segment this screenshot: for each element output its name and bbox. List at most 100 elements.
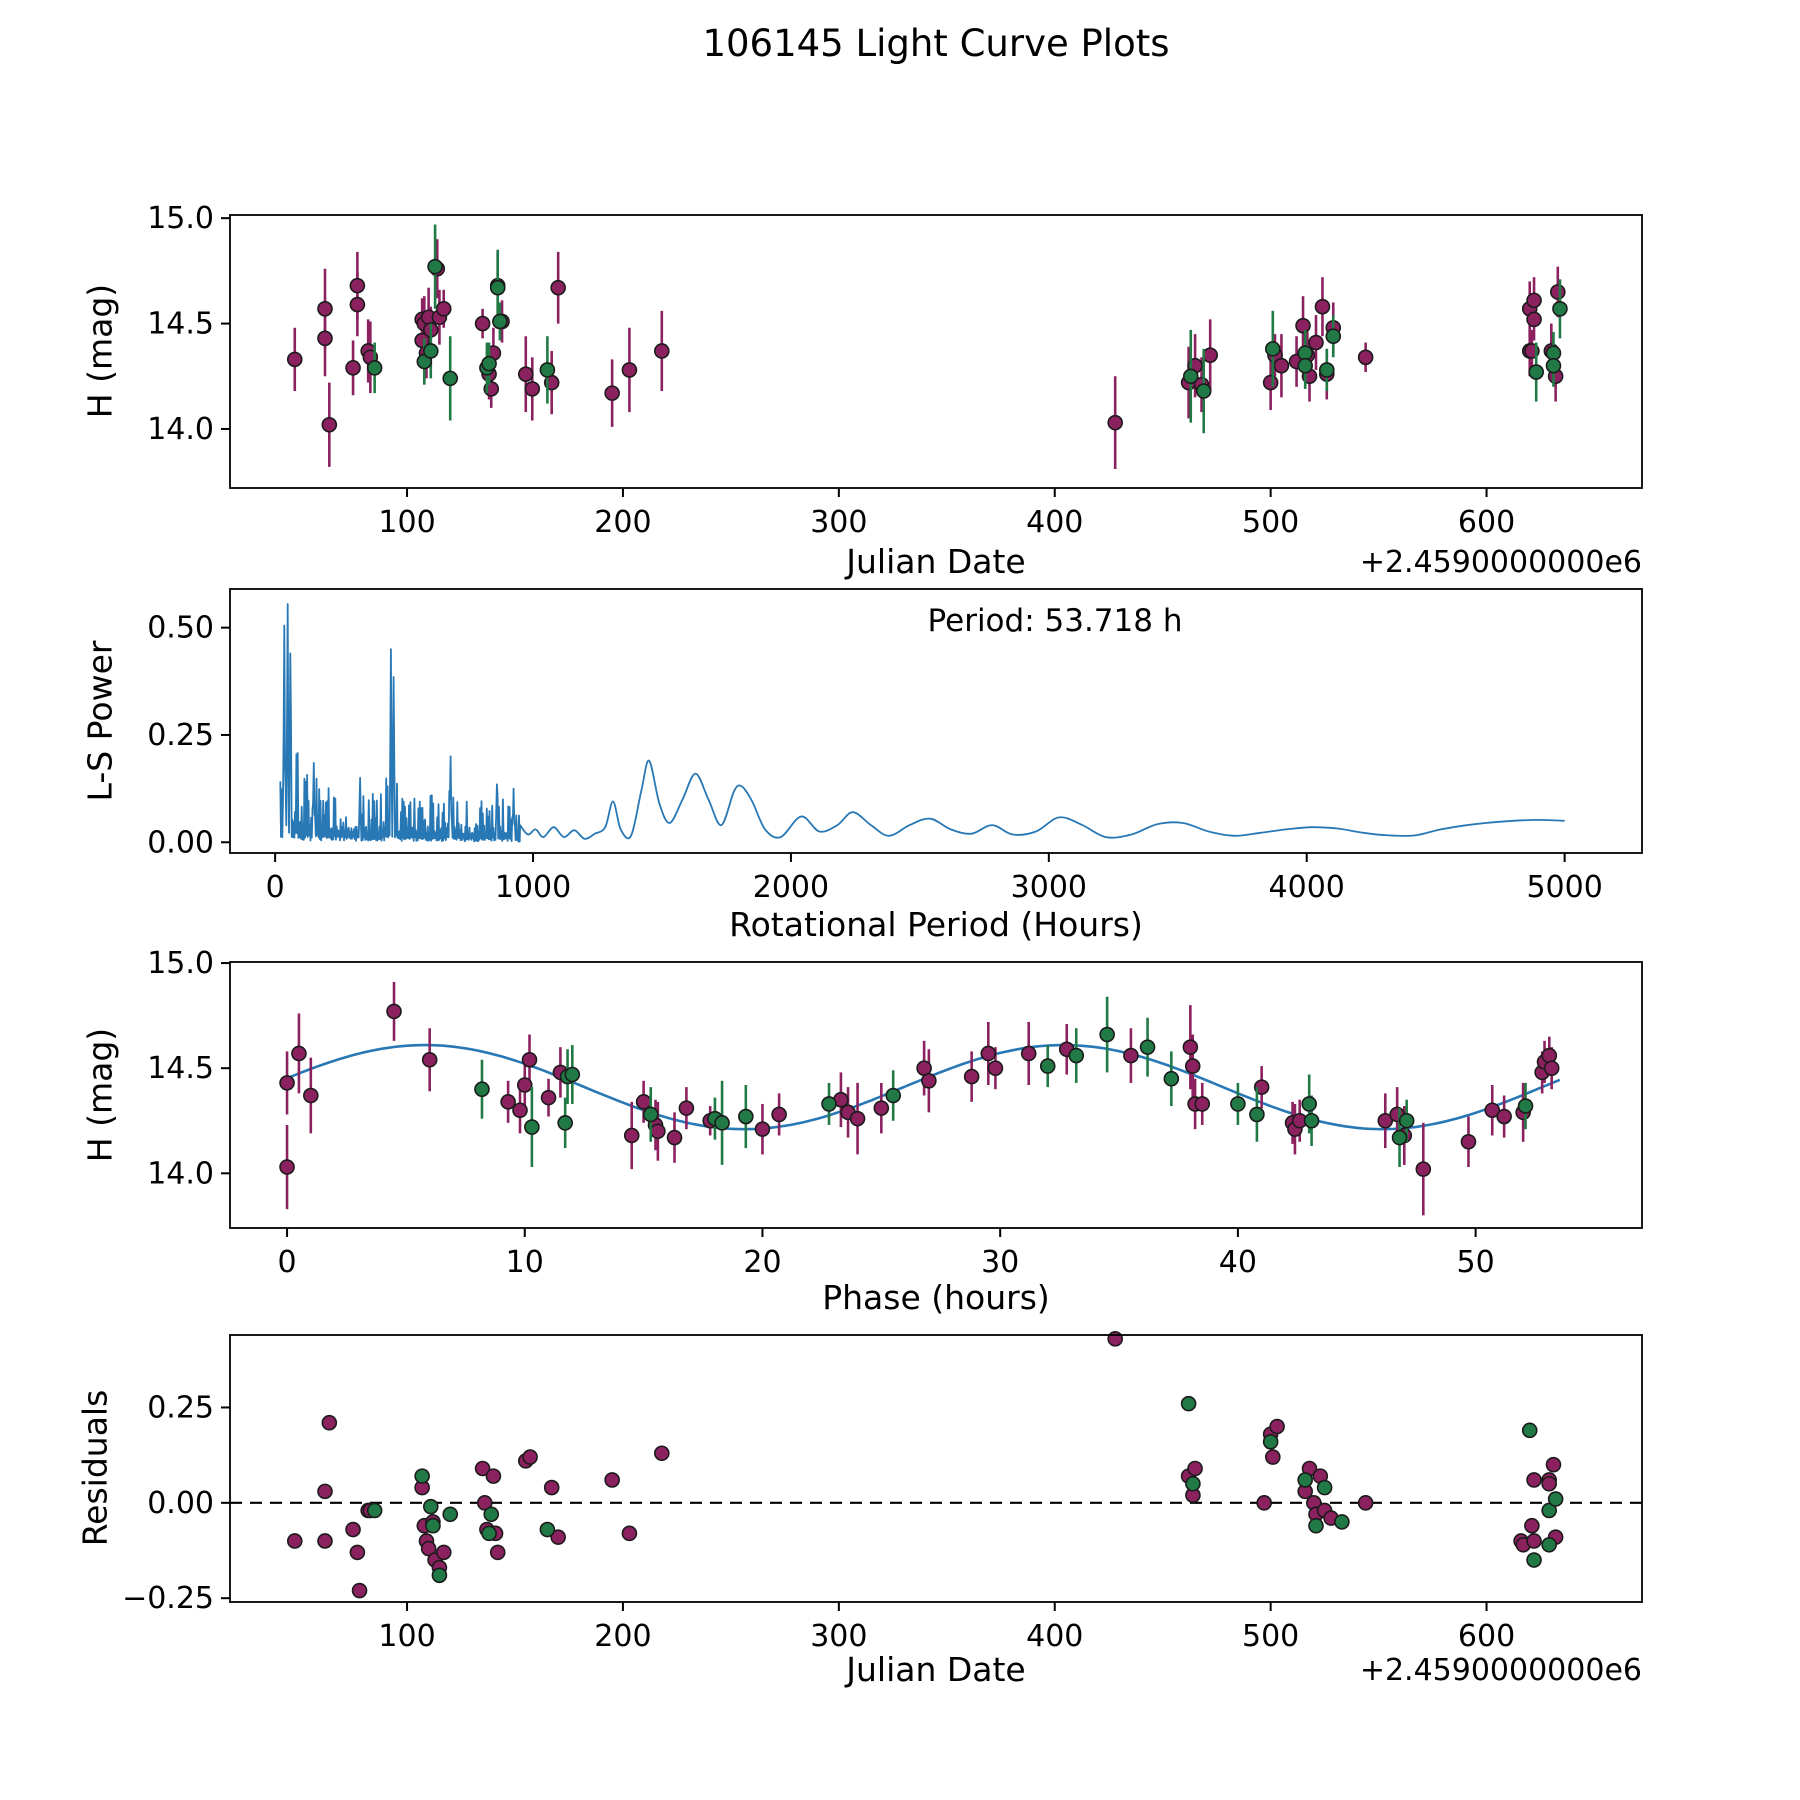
data-point (483, 1506, 500, 1523)
data-point (1262, 374, 1279, 391)
data-point (539, 1521, 556, 1538)
data-point (291, 1045, 307, 1062)
data-point (1377, 1112, 1394, 1129)
y-tick-label: 14.0 (147, 412, 214, 447)
x-tick-label: 200 (594, 505, 651, 540)
x-tick-label: 5000 (1526, 870, 1602, 905)
x-tick-label: 40 (1219, 1245, 1257, 1280)
data-point (1195, 383, 1212, 399)
data-point (345, 1521, 361, 1538)
y-tick-label: 15.0 (147, 201, 214, 236)
data-point (1256, 1495, 1272, 1511)
data-point (1039, 1058, 1056, 1074)
x-tick-label: 500 (1242, 1619, 1299, 1654)
data-point (414, 1468, 430, 1484)
periodogram-line (279, 603, 1565, 843)
data-point (604, 1472, 620, 1488)
data-point (1068, 1047, 1085, 1064)
period-annotation: Period: 53.718 h (927, 603, 1183, 639)
lightcurve-xlabel: Julian Date (846, 542, 1026, 581)
data-point (1301, 1096, 1318, 1112)
data-point (1295, 317, 1311, 334)
data-point (366, 1502, 383, 1519)
y-tick-label: 15.0 (147, 946, 214, 981)
data-point (1415, 1161, 1432, 1177)
data-point (1460, 1133, 1477, 1150)
data-point (849, 1110, 866, 1127)
data-point (1549, 284, 1566, 300)
data-point (635, 1094, 652, 1110)
data-point (550, 279, 566, 296)
data-point (1496, 1108, 1512, 1125)
data-point (1545, 1456, 1562, 1473)
data-point (754, 1121, 771, 1137)
data-point (621, 362, 638, 378)
data-point (1308, 334, 1324, 351)
data-point (516, 1077, 533, 1093)
data-point (317, 1483, 333, 1500)
data-point (539, 362, 556, 378)
data-point (317, 330, 333, 347)
data-point (1526, 1533, 1542, 1549)
data-point (1541, 1536, 1557, 1553)
periodogram-xlabel: Rotational Period (Hours) (729, 905, 1143, 944)
periodogram-ylabel: L-S Power (80, 640, 120, 802)
data-point (1314, 298, 1331, 315)
phase-plot: 0 10 20 30 40 50 14.0 14.5 15.0 (147, 946, 1643, 1280)
data-point (1318, 362, 1335, 378)
data-point (654, 1445, 670, 1462)
data-point (1107, 1331, 1123, 1347)
data-point (431, 1567, 448, 1584)
data-point (1107, 414, 1123, 431)
data-point (1265, 1449, 1281, 1465)
data-point (714, 1115, 730, 1131)
data-point (1524, 1517, 1540, 1534)
data-point (489, 1544, 506, 1561)
data-point (1541, 1047, 1558, 1064)
data-point (1123, 1047, 1139, 1064)
lightcurve-ylabel: H (mag) (80, 283, 120, 419)
data-point (650, 1123, 666, 1140)
data-point (564, 1066, 581, 1083)
data-point (512, 1102, 528, 1119)
periodogram-plot: 0 1000 2000 3000 4000 5000 0.00 0.25 0.50 (147, 588, 1643, 905)
data-point (1541, 1475, 1557, 1492)
data-point (1182, 1039, 1199, 1055)
data-point (557, 1115, 573, 1131)
y-tick-label: 14.5 (147, 1051, 214, 1086)
data-point (654, 343, 670, 359)
data-point (1541, 1502, 1557, 1519)
phase-ylabel: H (mag) (80, 1027, 120, 1163)
data-point (1526, 292, 1542, 309)
data-point (517, 366, 534, 382)
residuals-ylabel: Residuals (75, 1389, 115, 1547)
data-point (821, 1096, 837, 1112)
data-point (366, 360, 383, 376)
data-point (1187, 1460, 1203, 1477)
data-point (492, 313, 508, 330)
data-point (521, 1051, 538, 1068)
data-point (1552, 301, 1568, 317)
data-point (1180, 1395, 1197, 1412)
data-point (303, 1087, 319, 1104)
data-point (349, 1544, 366, 1561)
data-point (1297, 357, 1313, 374)
residuals-axis-offset: +2.4590000000e6 (1359, 1653, 1642, 1688)
y-tick-label: 14.0 (147, 1156, 214, 1191)
data-point (1184, 1058, 1201, 1074)
y-tick-label: 0.00 (147, 825, 214, 860)
data-point (678, 1100, 695, 1116)
data-point (1357, 1495, 1374, 1511)
x-tick-label: 500 (1242, 505, 1299, 540)
data-point (1547, 1491, 1564, 1507)
data-point (317, 301, 333, 317)
residuals-plot: 100 200 300 400 500 600 −0.25 0.00 0.25 (122, 1331, 1643, 1654)
data-point (1194, 1096, 1211, 1112)
data-point (1273, 357, 1290, 374)
data-point (481, 355, 497, 372)
y-tick-label: 0.00 (147, 1486, 214, 1521)
data-point (550, 1529, 566, 1545)
data-point (1297, 1472, 1313, 1488)
data-point (524, 1119, 540, 1135)
